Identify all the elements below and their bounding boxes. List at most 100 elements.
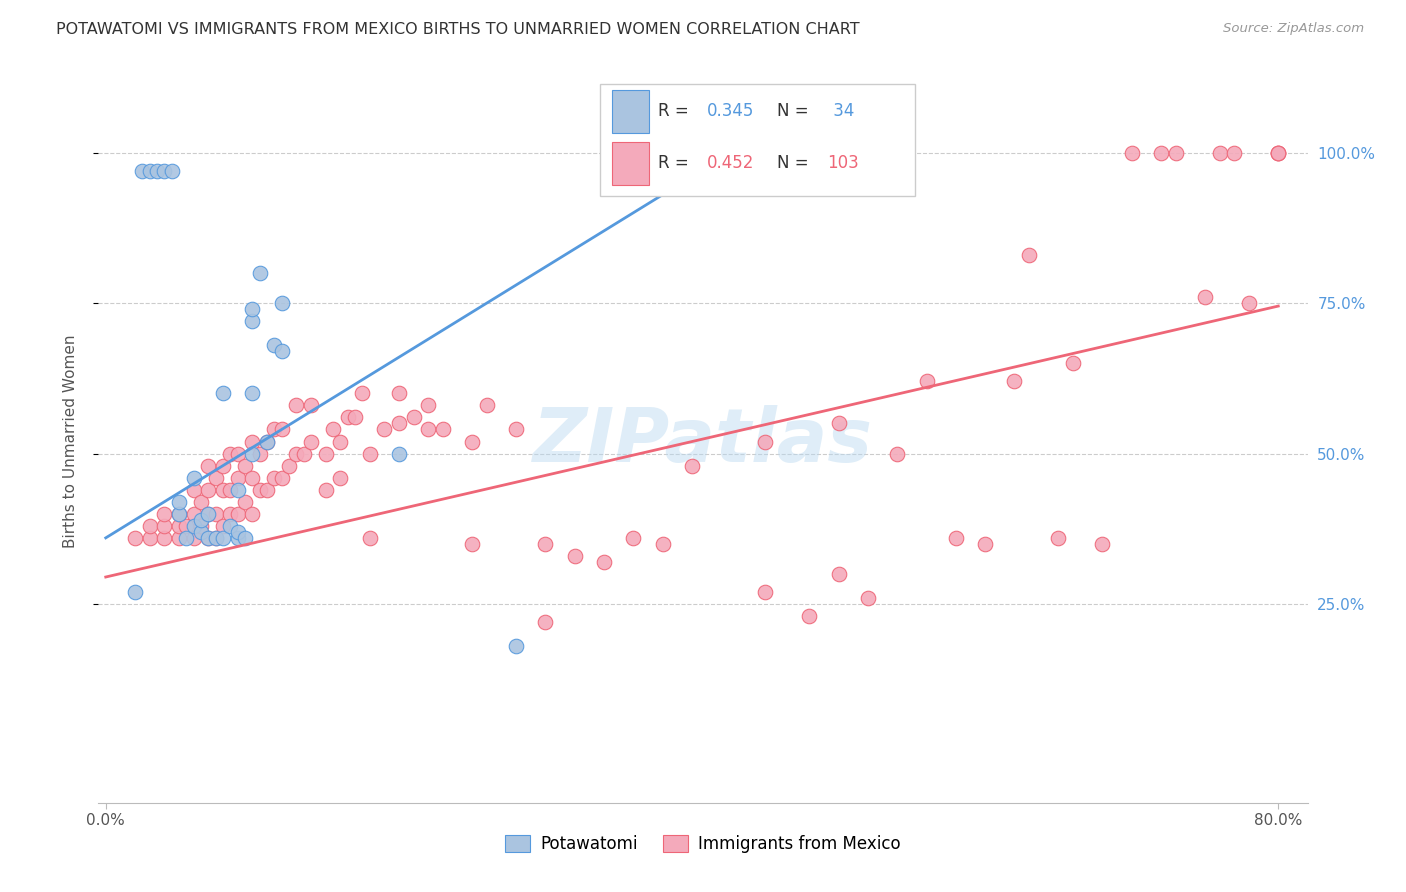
- Point: [432, 423, 454, 437]
- Point: [240, 446, 263, 460]
- Point: [183, 531, 205, 545]
- Point: [352, 386, 374, 401]
- Point: [167, 519, 190, 533]
- Point: [827, 417, 849, 431]
- Point: [1004, 375, 1026, 389]
- Point: [183, 483, 205, 497]
- Point: [564, 549, 586, 563]
- Point: [204, 507, 226, 521]
- Point: [256, 434, 278, 449]
- Point: [219, 519, 242, 533]
- Point: [974, 537, 997, 551]
- Point: [799, 609, 821, 624]
- Point: [315, 483, 337, 497]
- Text: R =: R =: [658, 154, 695, 172]
- Point: [754, 434, 776, 449]
- FancyBboxPatch shape: [600, 84, 915, 196]
- Point: [249, 266, 271, 280]
- Point: [226, 524, 249, 539]
- Point: [336, 410, 359, 425]
- Point: [233, 494, 256, 508]
- Point: [359, 446, 381, 460]
- Point: [190, 524, 212, 539]
- Point: [138, 519, 160, 533]
- Y-axis label: Births to Unmarried Women: Births to Unmarried Women: [63, 334, 77, 549]
- Point: [183, 519, 205, 533]
- Point: [315, 446, 337, 460]
- Point: [681, 458, 703, 473]
- Point: [263, 423, 285, 437]
- Point: [388, 386, 411, 401]
- Point: [183, 471, 205, 485]
- Point: [1018, 248, 1040, 262]
- FancyBboxPatch shape: [613, 90, 648, 133]
- Point: [212, 519, 235, 533]
- Point: [1150, 145, 1173, 160]
- Point: [197, 507, 219, 521]
- Point: [226, 471, 249, 485]
- Point: [1237, 296, 1260, 310]
- Point: [299, 434, 322, 449]
- Point: [1121, 145, 1143, 160]
- Point: [197, 458, 219, 473]
- Text: N =: N =: [776, 103, 814, 120]
- Point: [131, 163, 153, 178]
- Point: [256, 483, 278, 497]
- Point: [534, 537, 557, 551]
- Point: [329, 434, 352, 449]
- Point: [1267, 145, 1289, 160]
- Legend: Potawatomi, Immigrants from Mexico: Potawatomi, Immigrants from Mexico: [499, 828, 907, 860]
- Point: [505, 639, 527, 653]
- Point: [285, 398, 308, 412]
- Point: [212, 531, 235, 545]
- Point: [263, 338, 285, 352]
- Point: [240, 301, 263, 317]
- Point: [197, 483, 219, 497]
- Point: [233, 458, 256, 473]
- Point: [176, 531, 198, 545]
- Point: [204, 471, 226, 485]
- Text: POTAWATOMI VS IMMIGRANTS FROM MEXICO BIRTHS TO UNMARRIED WOMEN CORRELATION CHART: POTAWATOMI VS IMMIGRANTS FROM MEXICO BIR…: [56, 22, 860, 37]
- Text: N =: N =: [776, 154, 814, 172]
- Point: [219, 446, 242, 460]
- Point: [1047, 531, 1070, 545]
- Point: [270, 471, 292, 485]
- Point: [138, 163, 160, 178]
- Text: 103: 103: [828, 154, 859, 172]
- Point: [388, 417, 411, 431]
- Point: [402, 410, 425, 425]
- Point: [359, 531, 381, 545]
- Point: [226, 531, 249, 545]
- Point: [153, 519, 176, 533]
- Point: [204, 531, 226, 545]
- Point: [146, 163, 169, 178]
- Point: [226, 483, 249, 497]
- Point: [270, 344, 292, 359]
- Point: [233, 531, 256, 545]
- Text: 0.345: 0.345: [707, 103, 754, 120]
- Point: [212, 386, 235, 401]
- Point: [827, 567, 849, 582]
- Text: 34: 34: [828, 103, 853, 120]
- Point: [1164, 145, 1187, 160]
- Point: [621, 531, 644, 545]
- Point: [190, 513, 212, 527]
- Point: [167, 507, 190, 521]
- Point: [240, 434, 263, 449]
- Point: [475, 398, 498, 412]
- Point: [240, 471, 263, 485]
- Point: [256, 434, 278, 449]
- Point: [292, 446, 315, 460]
- Point: [160, 163, 183, 178]
- Point: [1267, 145, 1289, 160]
- Point: [343, 410, 366, 425]
- Point: [249, 446, 271, 460]
- Point: [418, 423, 440, 437]
- Point: [153, 531, 176, 545]
- Point: [1091, 537, 1114, 551]
- Point: [124, 531, 146, 545]
- Point: [754, 585, 776, 599]
- Point: [219, 483, 242, 497]
- Point: [219, 507, 242, 521]
- Point: [204, 531, 226, 545]
